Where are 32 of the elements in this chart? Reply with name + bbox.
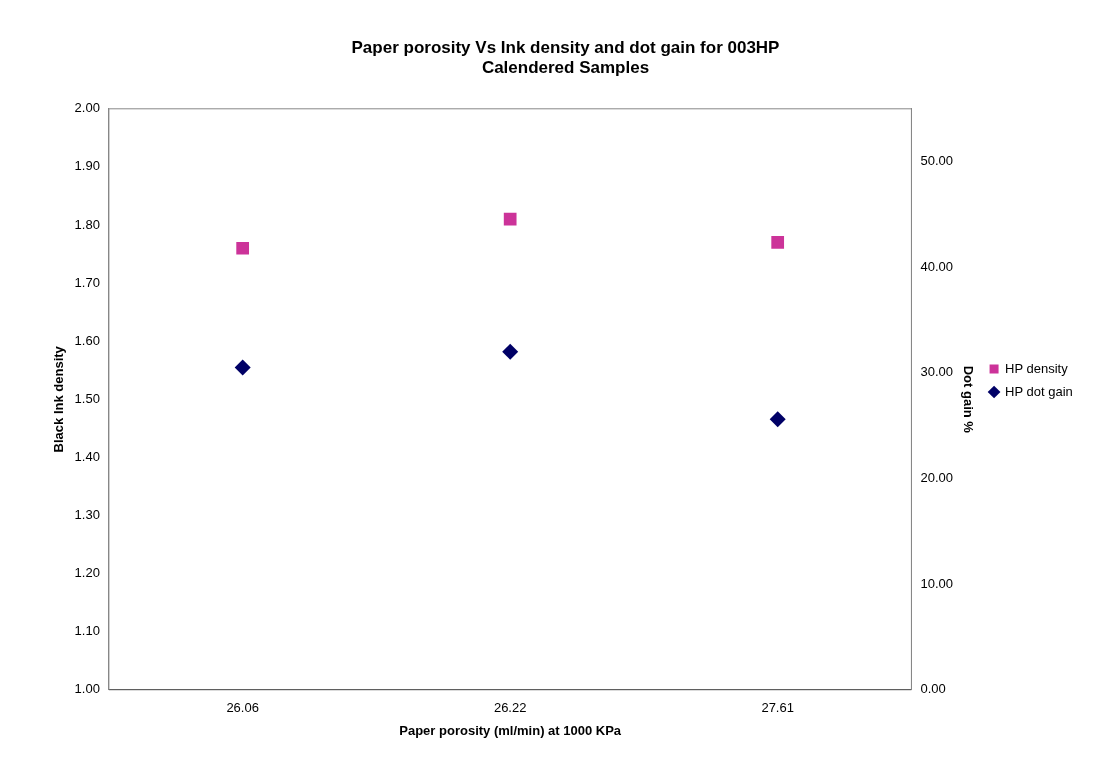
y2-tick-label: 0.00 (920, 681, 946, 697)
y-tick-label: 1.00 (74, 681, 100, 697)
y-tick-label: 1.30 (74, 507, 100, 523)
x-tick-label: 26.06 (226, 700, 259, 716)
y2-tick-label: 20.00 (920, 470, 953, 486)
legend-label: HP dot gain (1005, 383, 1073, 399)
y-tick-label: 1.60 (74, 332, 100, 348)
y-tick-label: 1.50 (74, 390, 100, 406)
point (236, 241, 250, 255)
point (234, 359, 251, 376)
y-tick-label: 1.40 (74, 448, 100, 464)
y-tick-label: 1.70 (74, 274, 100, 290)
y-tick-label: 1.80 (74, 216, 100, 232)
y2-axis-title: Dot gain % (961, 365, 977, 434)
y2-tick-label: 40.00 (920, 258, 953, 274)
y-tick-label: 1.20 (74, 565, 100, 581)
point (771, 236, 785, 249)
y-tick-label: 1.10 (74, 623, 100, 639)
y-tick-label: 2.00 (74, 100, 100, 116)
legend-label: HP density (1005, 360, 1069, 376)
y-tick-label: 1.90 (74, 158, 100, 174)
point (769, 411, 786, 428)
x-tick-label: 26.22 (493, 700, 527, 716)
y2-tick-label: 10.00 (920, 575, 953, 591)
x-tick-label: 27.61 (761, 700, 794, 716)
point (502, 343, 519, 360)
y2-tick-label: 50.00 (920, 153, 953, 169)
x-axis-title: Paper porosity (ml/min) at 1000 KPa (399, 722, 622, 738)
y2-tick-label: 30.00 (920, 364, 953, 380)
y-axis-title: Black Ink density (51, 345, 67, 453)
point (503, 212, 517, 226)
chart-title: Paper porosity Vs Ink density and dot gain for 003HP Calendered Samples (351, 37, 780, 78)
